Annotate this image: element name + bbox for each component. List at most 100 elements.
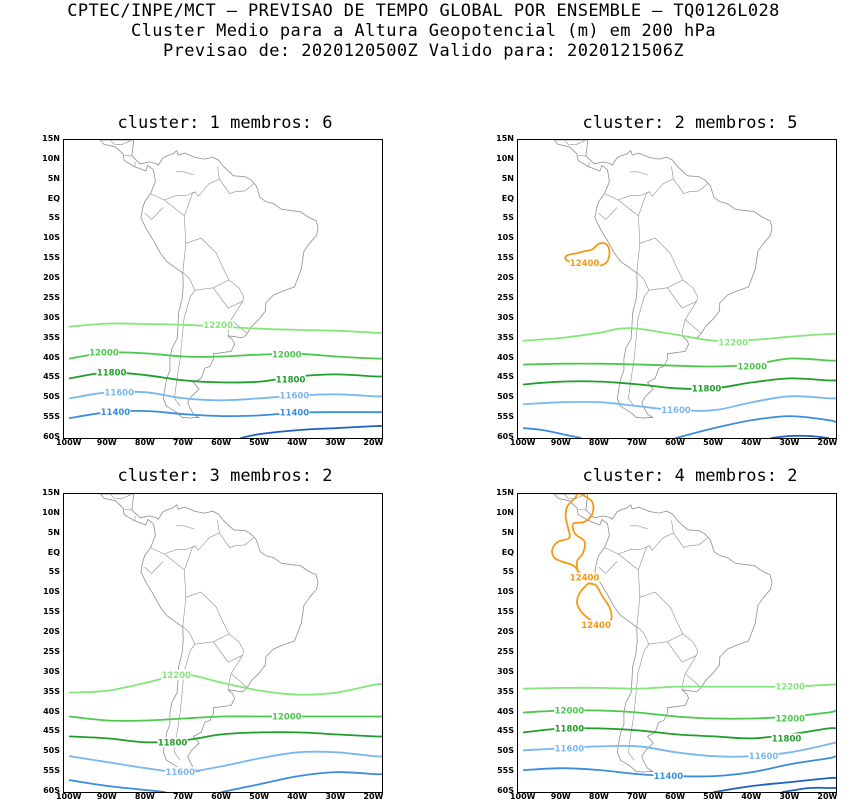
lat-tick-label: 15S bbox=[43, 253, 60, 263]
map-panel-cluster-1: 12200 12000 12000 11800 11800 11600 11600 11400… bbox=[63, 139, 383, 439]
map-svg: 12200 12000 11800 11600 bbox=[68, 494, 382, 792]
country-border bbox=[182, 216, 187, 273]
contour-label-12200: 12200 bbox=[776, 683, 806, 693]
contour-label-bg bbox=[691, 383, 722, 394]
contour-label-bg bbox=[775, 713, 806, 724]
panel-1-title: cluster: 1 membros: 6 bbox=[117, 113, 333, 133]
contour-12400 bbox=[551, 494, 595, 579]
country-border bbox=[628, 290, 650, 407]
country-border bbox=[636, 570, 641, 627]
lat-tick-label: 40S bbox=[497, 352, 514, 362]
contour-label-bg bbox=[581, 620, 612, 631]
lon-tick-label: 30W bbox=[779, 438, 800, 447]
lat-tick-label: 60S bbox=[43, 786, 60, 795]
contour-12200 bbox=[68, 322, 382, 334]
country-border bbox=[228, 279, 245, 302]
country-border bbox=[636, 272, 684, 291]
country-border bbox=[115, 494, 131, 500]
lat-tick-label: 35S bbox=[43, 332, 60, 342]
country-border bbox=[673, 532, 708, 548]
contour-label-12200: 12200 bbox=[162, 671, 192, 681]
lat-tick-label: 20S bbox=[43, 627, 60, 637]
lat-tick-label: 50S bbox=[43, 746, 60, 756]
map-svg: 12200 12000 12000 11800 11800 11600 11600 11400… bbox=[68, 140, 382, 438]
country-border bbox=[682, 633, 699, 656]
country-border bbox=[630, 525, 648, 530]
country-border bbox=[164, 520, 220, 555]
contour-label-bg bbox=[104, 387, 135, 398]
contour-11800 bbox=[68, 371, 382, 384]
country-border bbox=[684, 301, 702, 334]
lat-tick-label: 20S bbox=[43, 273, 60, 283]
lat-tick-label: 10N bbox=[496, 507, 514, 517]
contour-label-12000: 12000 bbox=[89, 349, 119, 359]
country-border bbox=[144, 207, 164, 220]
contour-label-bg bbox=[100, 407, 131, 418]
lon-tick-label: 20W bbox=[363, 792, 384, 801]
lon-tick-label: 70W bbox=[626, 438, 647, 447]
country-border bbox=[144, 561, 164, 574]
lat-tick-label: 15S bbox=[497, 253, 514, 263]
coastline bbox=[553, 494, 773, 773]
lat-tick-label: 40S bbox=[43, 706, 60, 716]
country-border bbox=[115, 140, 131, 146]
lat-tick-label: 55S bbox=[43, 412, 60, 422]
contour-label-bg bbox=[89, 347, 119, 358]
country-border bbox=[681, 673, 686, 690]
lat-tick-label: 5N bbox=[47, 173, 60, 183]
header-line-3: Previsao de: 2020120500Z Valido para: 20… bbox=[162, 41, 685, 61]
country-border bbox=[164, 553, 185, 571]
lon-tick-label: 70W bbox=[172, 792, 193, 801]
lat-tick-label: 15N bbox=[496, 488, 514, 497]
lat-tick-label: 5S bbox=[48, 213, 60, 223]
lat-tick-label: 15S bbox=[497, 607, 514, 617]
contour-label-12000: 12000 bbox=[555, 707, 585, 717]
lon-tick-label: 50W bbox=[249, 792, 270, 801]
country-border bbox=[176, 171, 194, 176]
lon-tick-label: 100W bbox=[509, 792, 536, 801]
contour-label-11600: 11600 bbox=[555, 744, 585, 754]
lon-tick-label: 90W bbox=[96, 438, 117, 447]
contour-label-bg bbox=[271, 711, 302, 722]
lat-tick-label: 5N bbox=[501, 527, 514, 537]
country-border bbox=[213, 641, 243, 663]
contour-label-12200: 12200 bbox=[718, 339, 748, 349]
lon-tick-label: 100W bbox=[509, 438, 536, 447]
lat-tick-label: 50S bbox=[43, 392, 60, 402]
map-panel-cluster-3: 12200 12000 11800 11600 bbox=[63, 493, 383, 793]
country-border bbox=[184, 191, 196, 217]
contour-11800 bbox=[68, 731, 382, 744]
contour-label-11800: 11800 bbox=[158, 738, 188, 748]
contour-label-bg bbox=[569, 258, 600, 269]
country-border bbox=[598, 207, 618, 220]
lon-tick-label: 80W bbox=[134, 438, 155, 447]
contour-label-11600: 11600 bbox=[165, 768, 195, 778]
contour-11400 bbox=[221, 771, 382, 792]
contour-11200 bbox=[713, 776, 836, 792]
lat-tick-label: 45S bbox=[497, 372, 514, 382]
country-border bbox=[219, 532, 254, 548]
lat-tick-label: EQ bbox=[47, 547, 60, 557]
header-line-2: Cluster Medio para a Altura Geopotencial… bbox=[131, 21, 716, 41]
country-border bbox=[618, 520, 674, 555]
country-border bbox=[182, 570, 187, 627]
country-border bbox=[638, 191, 650, 217]
lon-tick-label: 80W bbox=[134, 792, 155, 801]
contour-label-bg bbox=[775, 681, 806, 692]
contour-label-11400: 11400 bbox=[280, 409, 310, 419]
contour-label-bg bbox=[653, 771, 684, 782]
contour-label-bg bbox=[203, 319, 234, 330]
lon-tick-label: 50W bbox=[249, 438, 270, 447]
lon-tick-label: 50W bbox=[703, 438, 724, 447]
country-border bbox=[219, 178, 254, 194]
lat-tick-label: 60S bbox=[497, 432, 514, 441]
country-border bbox=[684, 655, 702, 688]
panel-2-title: cluster: 2 membros: 5 bbox=[582, 113, 798, 133]
country-border bbox=[110, 140, 115, 145]
lon-tick-label: 40W bbox=[287, 438, 308, 447]
lat-tick-label: 15N bbox=[42, 134, 60, 143]
lon-tick-label: 20W bbox=[817, 438, 838, 447]
map-svg: 12400 12200 12000 11800 11600 bbox=[522, 140, 836, 438]
country-border bbox=[185, 237, 230, 281]
contour-label-bg bbox=[718, 337, 749, 348]
